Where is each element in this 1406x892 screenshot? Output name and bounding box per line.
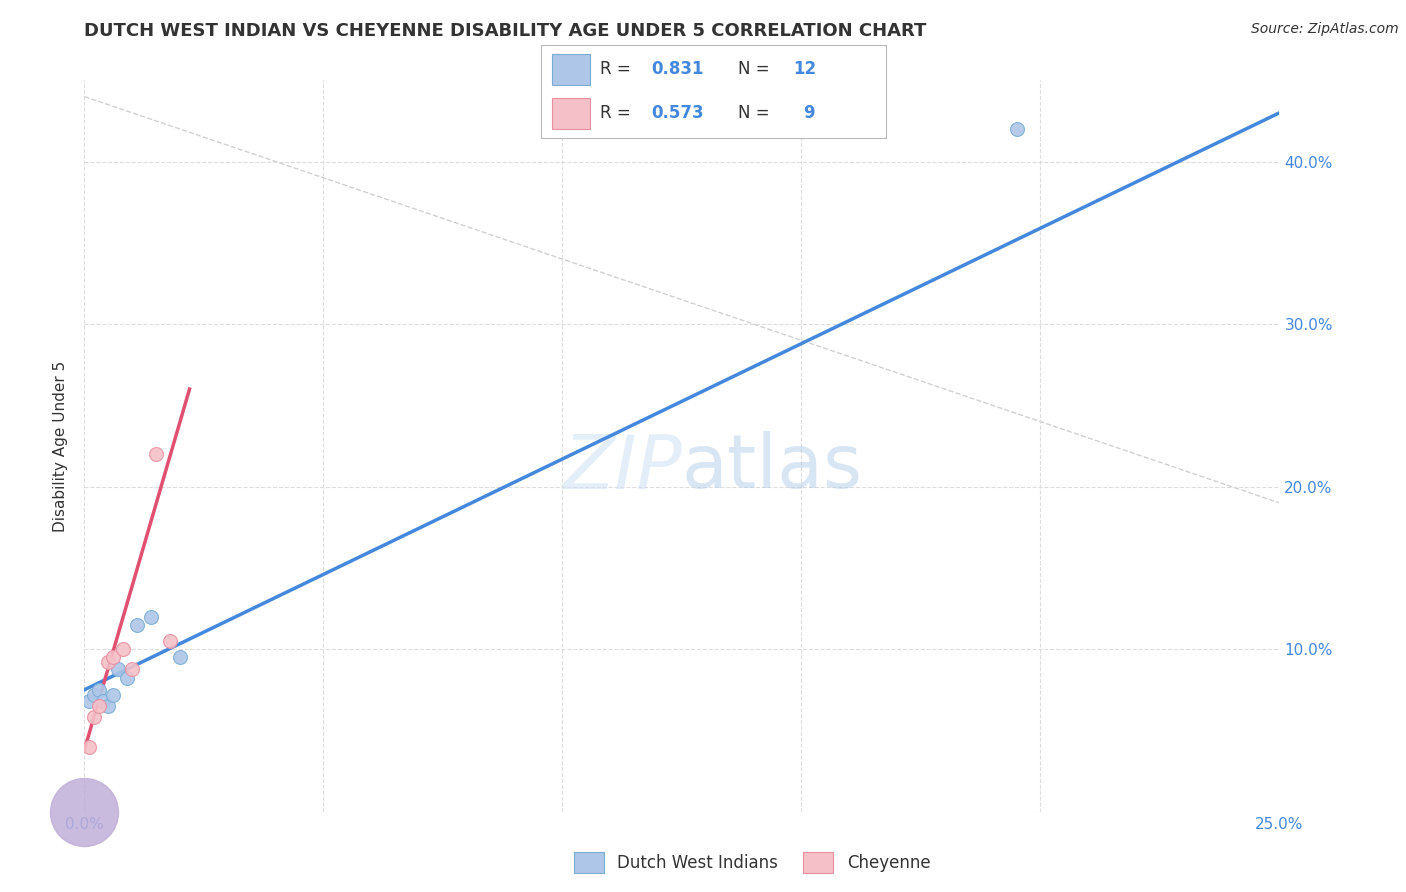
Point (169, 650, 191, 665)
Point (93, 694, 115, 708)
Point (111, 642, 134, 657)
Point (101, 688, 124, 702)
Text: Source: ZipAtlas.com: Source: ZipAtlas.com (1251, 22, 1399, 37)
Text: N =: N = (738, 104, 775, 122)
Point (159, 634, 181, 648)
Text: 0.831: 0.831 (651, 61, 704, 78)
Point (101, 650, 124, 665)
Point (87, 682, 110, 697)
Text: R =: R = (600, 104, 636, 122)
Point (77, 739, 100, 754)
Point (125, 617, 148, 632)
Point (83, 688, 105, 702)
Point (87, 699, 110, 714)
Point (83, 710, 105, 724)
Point (145, 447, 167, 461)
Text: R =: R = (600, 61, 636, 78)
Text: 0.573: 0.573 (651, 104, 704, 122)
FancyBboxPatch shape (551, 98, 589, 129)
Point (97, 699, 120, 714)
Point (141, 609, 163, 624)
Point (1005, 122, 1028, 136)
Point (117, 672, 139, 686)
Point (77, 694, 100, 708)
Text: N =: N = (738, 61, 775, 78)
FancyBboxPatch shape (551, 54, 589, 85)
Legend: Dutch West Indians, Cheyenne: Dutch West Indians, Cheyenne (568, 846, 936, 880)
Point (107, 662, 129, 676)
Text: 12: 12 (793, 61, 815, 78)
Text: DUTCH WEST INDIAN VS CHEYENNE DISABILITY AGE UNDER 5 CORRELATION CHART: DUTCH WEST INDIAN VS CHEYENNE DISABILITY… (84, 22, 927, 40)
Text: 9: 9 (803, 104, 814, 122)
Y-axis label: Disability Age Under 5: Disability Age Under 5 (53, 360, 69, 532)
Point (73, 805, 96, 819)
Text: ZIP: ZIP (564, 432, 682, 504)
Text: atlas: atlas (682, 432, 863, 505)
Point (97, 655, 120, 669)
Point (121, 662, 143, 676)
